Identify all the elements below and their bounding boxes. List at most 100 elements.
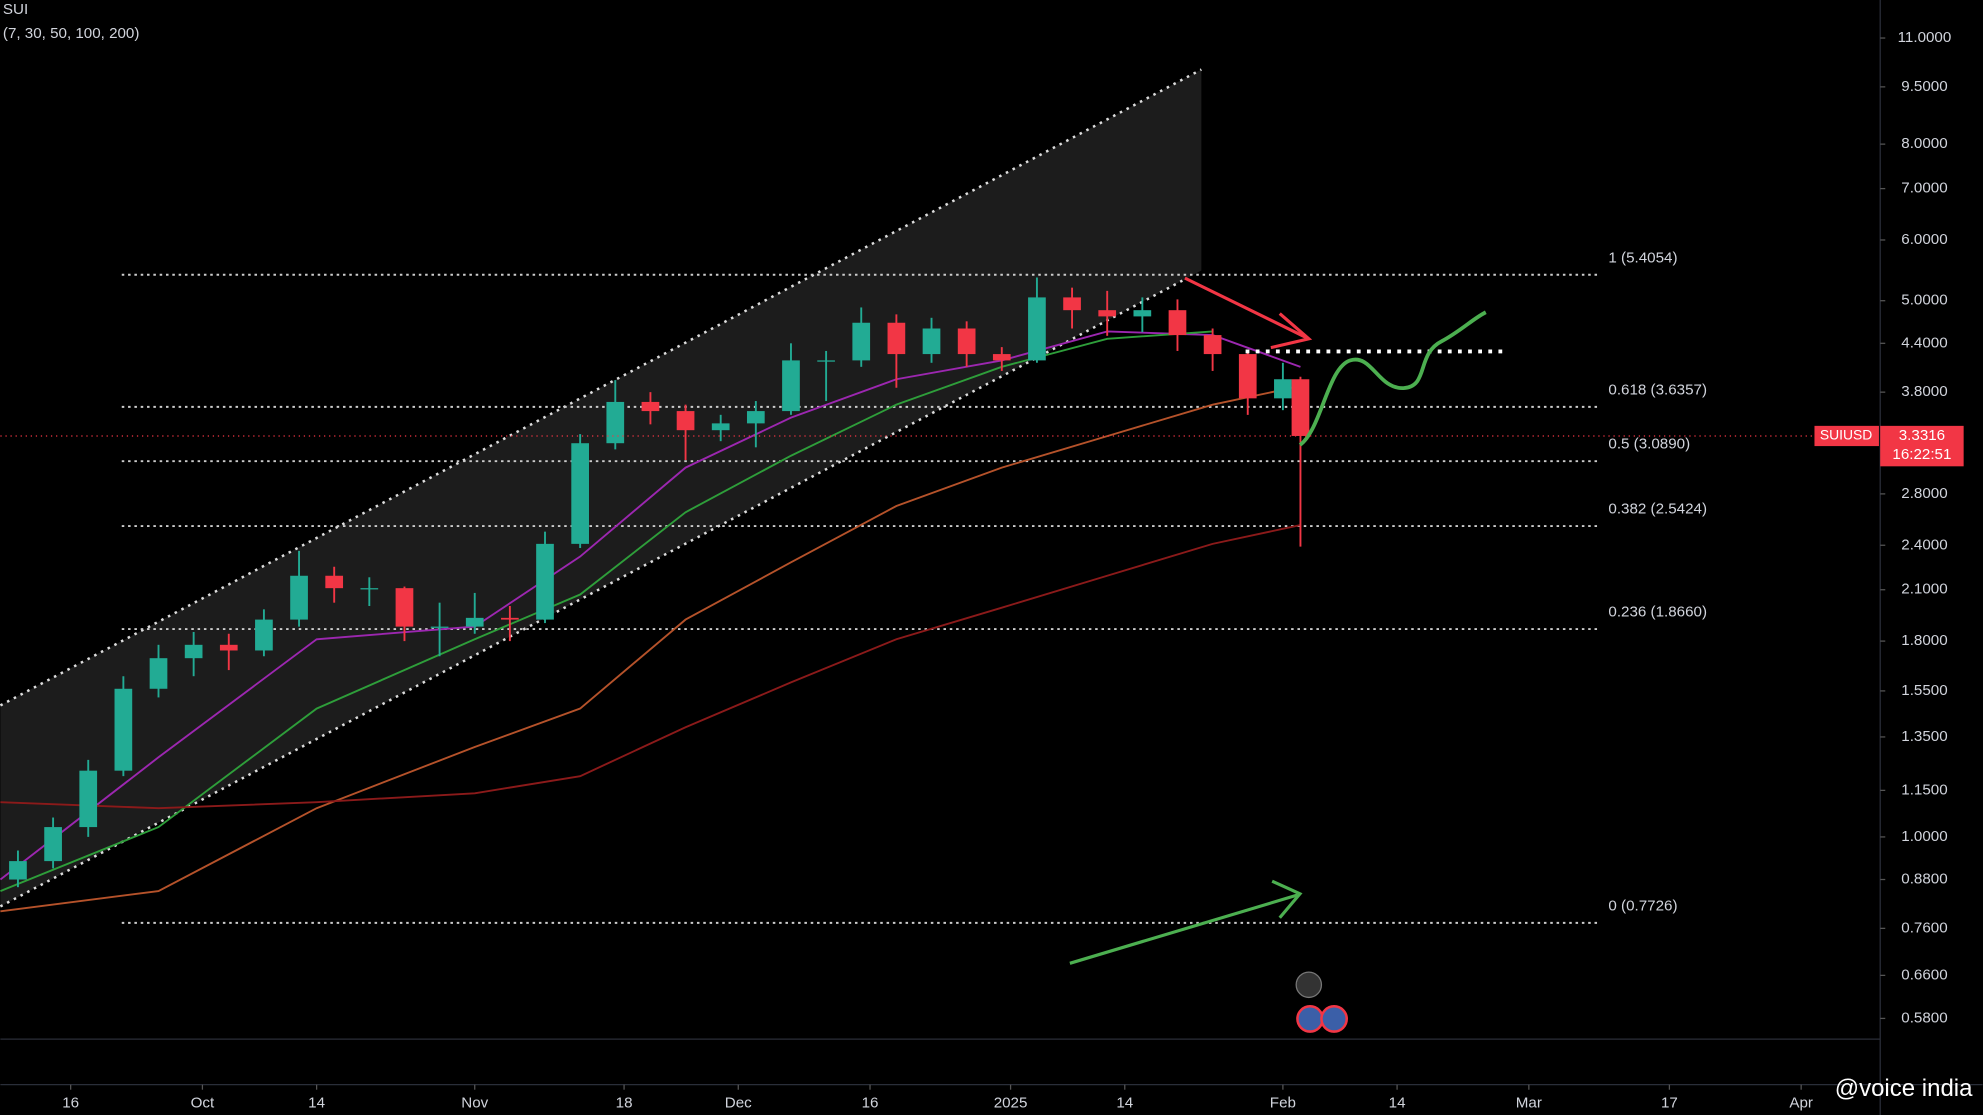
- y-tick-label: 0.5800: [1901, 1009, 1947, 1026]
- candle-body: [184, 644, 203, 659]
- last-price-label: 3.3316: [1899, 427, 1945, 444]
- projection-curve: [1298, 310, 1487, 447]
- candle-body: [395, 588, 414, 627]
- x-tick-label: Nov: [461, 1095, 488, 1112]
- fib: 1 (5.4054) 0.618 (3.6357) 0.5 (3.0890) 0.38…: [121, 249, 1707, 924]
- event-flag: [1320, 1005, 1348, 1033]
- candle-body: [1291, 379, 1310, 436]
- candle-body: [536, 543, 554, 620]
- y-tick-label: 8.0000: [1901, 135, 1947, 152]
- candle-body: [465, 617, 484, 627]
- moving-average: [0, 385, 1301, 913]
- y-tick-label: 1.5500: [1901, 682, 1947, 699]
- moving-average: [0, 330, 1301, 881]
- candle-body: [957, 328, 976, 355]
- red-arrow-head: [1270, 312, 1313, 350]
- annotations: [1069, 276, 1505, 1033]
- x-tick-label: 14: [308, 1095, 325, 1112]
- axes: 11.0000 9.5000 8.0000 7.0000 6.0000 5.0000 4.4…: [62, 29, 1951, 1112]
- candle-body: [1274, 379, 1292, 399]
- y-tick-label: 5.0000: [1901, 292, 1947, 309]
- candle-body: [44, 827, 62, 862]
- y-tick-label: 2.1000: [1901, 581, 1947, 598]
- event-flag: [1296, 1005, 1324, 1033]
- candle-body: [1168, 310, 1187, 336]
- candle-body: [149, 658, 168, 689]
- candle-body: [887, 322, 906, 355]
- candle-body: [1238, 354, 1257, 399]
- fib-label: 0 (0.7726): [1608, 897, 1677, 914]
- candle-body: [852, 322, 871, 361]
- candle-body: [1028, 297, 1046, 361]
- x-tick-label: Oct: [191, 1095, 215, 1112]
- x-tick-label: 16: [862, 1095, 879, 1112]
- candle-body: [360, 588, 379, 590]
- x-tick-label: 16: [62, 1095, 79, 1112]
- candle-body: [782, 360, 800, 412]
- candle-body: [1063, 297, 1081, 311]
- watermark: @voice india: [1835, 1075, 1973, 1102]
- candle-body: [746, 411, 765, 424]
- candle-body: [606, 401, 625, 444]
- y-tick-label: 1.8000: [1901, 632, 1947, 649]
- y-tick-label: 0.7600: [1901, 919, 1947, 936]
- candle-body: [817, 360, 835, 362]
- candle-body: [1203, 335, 1222, 355]
- candle-body: [641, 401, 660, 412]
- y-tick-label: 2.4000: [1901, 536, 1947, 553]
- moving-average: [0, 524, 1301, 810]
- y-tick-label: 9.5000: [1901, 78, 1947, 95]
- y-tick-label: 3.8000: [1901, 383, 1947, 400]
- y-tick-label: 7.0000: [1901, 180, 1947, 197]
- x-tick-label: Feb: [1270, 1095, 1296, 1112]
- price-tag: SUIUSD 3.3316 16:22:51: [1814, 425, 1964, 467]
- y-tick-label: 0.6600: [1901, 966, 1947, 983]
- candle-body: [1133, 310, 1152, 317]
- channel-bottom: [0, 279, 1183, 908]
- countdown-label: 16:22:51: [1892, 446, 1951, 463]
- x-tick-label: 2025: [994, 1095, 1028, 1112]
- volume-arrow: [1069, 893, 1298, 965]
- channel-top: [0, 68, 1202, 707]
- candle-body: [571, 443, 589, 544]
- candle-body: [255, 619, 273, 651]
- symbol-label: SUIUSD: [1820, 427, 1872, 443]
- candle-body: [501, 617, 519, 620]
- candles: [9, 277, 1310, 888]
- x-tick-label: 14: [1116, 1095, 1133, 1112]
- candle-body: [9, 861, 27, 880]
- x-tick-label: 18: [616, 1095, 633, 1112]
- event-icon: [1295, 971, 1323, 999]
- symbol-box: [1814, 425, 1879, 447]
- y-tick-label: 11.0000: [1898, 29, 1952, 46]
- y-tick-label: 0.8800: [1901, 871, 1947, 888]
- indicator-params: (7, 30, 50, 100, 200): [3, 25, 140, 42]
- x-tick-label: Dec: [725, 1095, 752, 1112]
- y-tick-label: 1.3500: [1901, 728, 1947, 745]
- candle-body: [1098, 310, 1117, 317]
- x-tick-label: 14: [1389, 1095, 1406, 1112]
- y-tick-label: 4.4000: [1901, 334, 1947, 351]
- price-box: [1880, 425, 1964, 467]
- candle-body: [430, 626, 449, 628]
- candle-body: [79, 770, 98, 828]
- y-tick-label: 6.0000: [1901, 231, 1947, 248]
- x-tick-label: Mar: [1516, 1095, 1542, 1112]
- fib-label: 0.236 (1.8660): [1608, 604, 1707, 621]
- candle-body: [711, 423, 730, 431]
- channel-fill: [0, 69, 1202, 907]
- candle-body: [992, 354, 1011, 361]
- candle-body: [325, 575, 344, 589]
- y-tick-label: 1.0000: [1901, 828, 1947, 845]
- candle-body: [676, 411, 695, 431]
- drawings: [0, 68, 1202, 908]
- candle-body: [290, 575, 308, 620]
- x-tick-label: Apr: [1789, 1095, 1813, 1112]
- candle-body: [922, 328, 941, 355]
- candle-body: [114, 688, 133, 771]
- fib-label: 0.5 (3.0890): [1608, 436, 1690, 453]
- symbol-title: SUI: [3, 1, 28, 18]
- fib-label: 0.382 (2.5424): [1608, 501, 1707, 518]
